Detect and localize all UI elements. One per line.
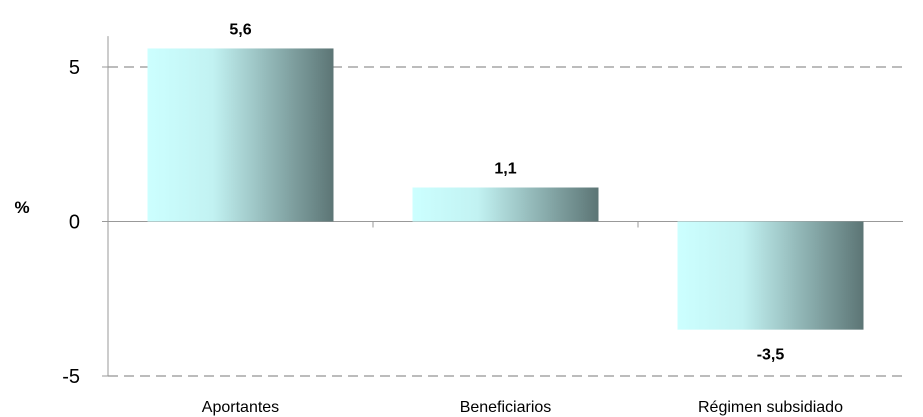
y-tick-label: 0	[69, 212, 80, 234]
data-label: 5,6	[229, 21, 251, 38]
data-label: -3,5	[757, 347, 785, 364]
bar-aportantes	[147, 48, 334, 222]
bars	[147, 48, 864, 330]
bar-beneficiarios	[412, 187, 599, 222]
labels: 5 0 -5 5,6 Aportantes 1,1 Beneficiarios -3,5 Rég…	[62, 21, 843, 416]
category-label: Aportantes	[202, 399, 279, 416]
category-label: Beneficiarios	[460, 399, 552, 416]
bar-régimen-subsidiado	[677, 221, 864, 330]
y-axis-label: %	[14, 198, 29, 217]
data-label: 1,1	[494, 161, 516, 178]
y-tick-label: 5	[69, 57, 80, 79]
y-tick-label: -5	[62, 366, 80, 388]
category-label: Régimen subsidiado	[698, 399, 843, 416]
